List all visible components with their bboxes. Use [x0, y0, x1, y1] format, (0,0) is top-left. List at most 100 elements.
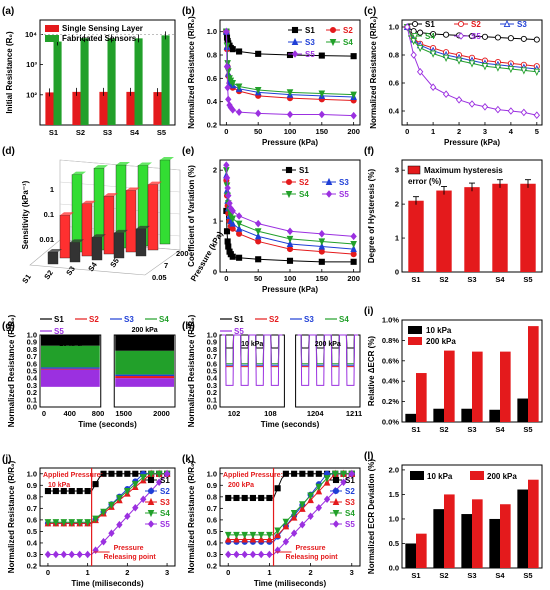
- bar3d-top-d: [70, 239, 84, 243]
- y-tick-label-l: 2.0: [389, 465, 399, 474]
- x-tick-label-k: 0: [226, 568, 230, 577]
- data-point-c-S4: [429, 50, 437, 58]
- bar3d-top-d: [94, 165, 108, 169]
- y-tick-label-i: 0.6%: [382, 356, 399, 365]
- legend-swatch-l: [410, 471, 424, 480]
- y-tick-label-l: 1.0: [389, 514, 399, 523]
- legend-label-e: S5: [339, 190, 349, 199]
- bar3d-top-d: [92, 234, 106, 238]
- x-axis-label-j: Time (miliseconds): [71, 579, 144, 588]
- y-tick-label-a: 10²: [26, 90, 37, 99]
- y-tick-label-c: 0.8: [389, 51, 399, 60]
- legend-label-c: S2: [471, 20, 481, 29]
- legend-swatch-i: [408, 337, 422, 345]
- panel-label-b: (b): [182, 6, 195, 17]
- legend-label-k: S4: [345, 509, 355, 518]
- data-point-j-S5: [92, 546, 99, 555]
- series-line-h-S5: [297, 334, 358, 386]
- data-point-k-S5: [241, 550, 248, 559]
- y-axis-label-b: Normalized Resistance (R/R₀): [187, 16, 196, 129]
- data-point-c-S4: [442, 54, 450, 62]
- data-point-e-S4: [350, 240, 357, 249]
- y-tick-label-a: 10³: [26, 60, 37, 69]
- band-g-S3: [41, 367, 100, 369]
- bar3d-top-d: [138, 162, 152, 166]
- bar-i-10 kPa: [405, 413, 416, 422]
- panel-label-i: (i): [364, 306, 373, 317]
- annotation-k: Releasing point: [286, 554, 339, 561]
- data-point-b-S5: [235, 108, 243, 116]
- bar-i-10 kPa: [461, 408, 472, 422]
- data-point-j-S1: [84, 488, 91, 495]
- data-point-j-S5: [155, 478, 163, 487]
- annotation-g: 10 kPa: [59, 341, 81, 348]
- x-axis-label-c: Pressure (kPa): [444, 138, 500, 147]
- y-tick-label-c: 0.6: [389, 79, 399, 88]
- x-tick-label-b: 150: [316, 127, 329, 136]
- x-tick-label-e: 150: [316, 274, 329, 283]
- data-point-k-S4: [299, 501, 306, 509]
- y-tick-label-g: 0.2: [27, 388, 37, 397]
- data-point-j-S5: [163, 469, 171, 478]
- data-point-e-S5: [223, 161, 230, 169]
- data-point-e-S3: [286, 239, 294, 248]
- data-point-k-S5: [274, 546, 281, 555]
- data-point-j-S5: [44, 550, 52, 559]
- data-point-e-S4: [254, 228, 262, 236]
- data-point-k-S1: [258, 494, 265, 502]
- data-point-b-S5: [350, 111, 357, 120]
- data-point-c-S4: [520, 67, 528, 75]
- series-line-h-S2: [297, 334, 358, 368]
- data-point-k-S4: [241, 531, 249, 540]
- y-tick-label-j: 0.8: [27, 492, 37, 501]
- y-tick-label-k: 0.7: [207, 504, 217, 513]
- bar3d-d-200: [47, 251, 59, 265]
- data-point-j-S4: [155, 470, 163, 478]
- legend-marker-c: [503, 19, 511, 28]
- bar-l-200 kPa: [528, 479, 539, 568]
- data-point-j-S1: [124, 470, 131, 477]
- data-point-j-S5: [100, 537, 107, 546]
- y-tick-label-j: 0.5: [27, 527, 37, 536]
- y-axis-label-a: Initial Resistance (R₀): [5, 31, 14, 114]
- band-g-S1: [115, 335, 174, 351]
- data-point-k-S1: [315, 470, 322, 477]
- data-point-k-S1: [241, 494, 248, 502]
- y-tick-label-e: 2: [213, 166, 217, 175]
- data-point-j-S4: [60, 519, 68, 527]
- legend-marker-k: [332, 509, 340, 518]
- y-tick-label-j: 1.0: [27, 469, 37, 478]
- legend-marker-e: [325, 177, 333, 186]
- y-tick-label-f: 2: [395, 200, 399, 209]
- series-line-b-S5: [225, 31, 354, 117]
- x-tick-label-b: 100: [284, 127, 297, 136]
- legend-label-h: S2: [269, 315, 279, 324]
- data-point-e-S1: [286, 257, 294, 264]
- x-tick-label-d: S1: [20, 272, 33, 285]
- bar-f-Maximum hysteresis error (%): [408, 200, 424, 272]
- legend-marker-k: [332, 520, 340, 528]
- data-point-k-S1: [233, 494, 240, 502]
- data-point-e-S5: [286, 227, 294, 236]
- bar-i-10 kPa: [433, 408, 444, 422]
- data-point-j-S1: [108, 470, 115, 477]
- x-tick-label-j: 2: [125, 568, 129, 577]
- x-tick-label-a: S1: [49, 128, 58, 137]
- x-tick-label-d: S2: [42, 268, 55, 281]
- data-point-e-S5: [224, 184, 231, 192]
- series-line-h-S2: [222, 334, 283, 368]
- y-tick-label-b: 0.4: [207, 97, 218, 106]
- legend-marker-k: [332, 487, 340, 495]
- series-line-j-S3: [47, 473, 168, 524]
- x-tick-label-a: S5: [157, 128, 166, 137]
- y-tick-label-i: 0.4%: [382, 377, 399, 386]
- plot-frame-c: [401, 19, 543, 126]
- data-point-k-S3: [224, 535, 232, 543]
- y-axis-label-e: Coefficient of Variation (%): [187, 165, 196, 267]
- bar-i-200 kPa: [444, 350, 455, 422]
- panel-label-e: (e): [182, 146, 194, 157]
- data-point-e-S2: [318, 248, 325, 255]
- pressure-tick-label-d: 200: [176, 249, 189, 258]
- x-tick-label-f: S1: [411, 275, 420, 284]
